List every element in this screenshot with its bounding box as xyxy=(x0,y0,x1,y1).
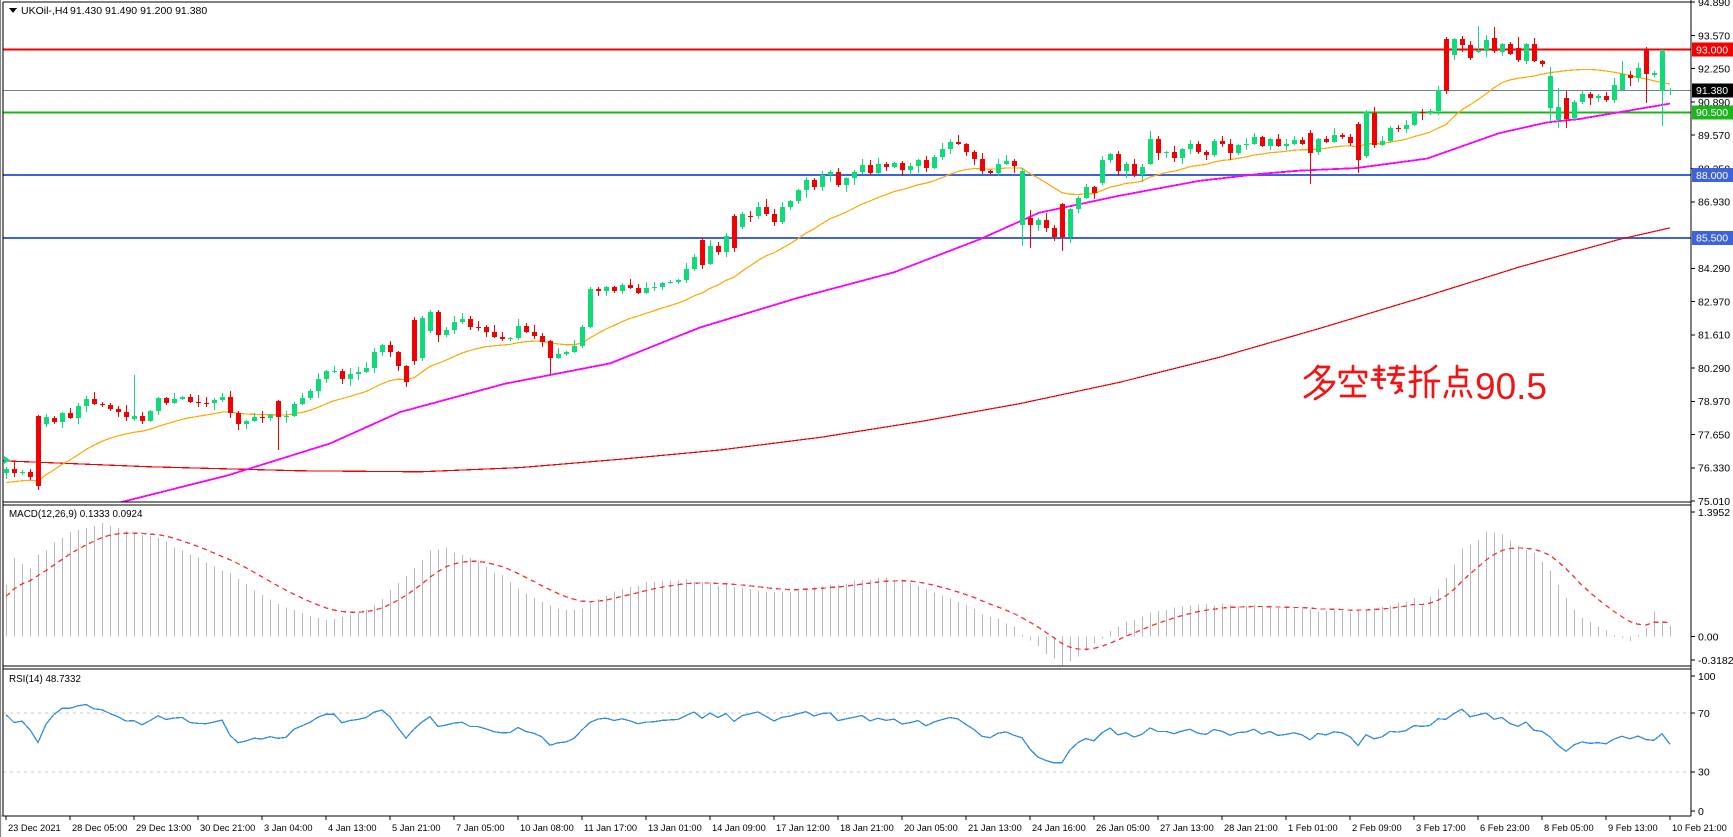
svg-text:86.930: 86.930 xyxy=(1698,197,1730,209)
svg-text:2 Feb 09:00: 2 Feb 09:00 xyxy=(1352,823,1402,833)
svg-text:82.970: 82.970 xyxy=(1698,296,1730,308)
svg-text:0.00: 0.00 xyxy=(1698,631,1719,643)
svg-text:20 Jan 05:00: 20 Jan 05:00 xyxy=(904,823,958,833)
svg-text:88.000: 88.000 xyxy=(1696,170,1728,182)
svg-text:0: 0 xyxy=(1698,806,1704,818)
svg-text:MACD(12,26,9) 0.1333 0.0924: MACD(12,26,9) 0.1333 0.0924 xyxy=(9,509,143,520)
svg-text:24 Jan 16:00: 24 Jan 16:00 xyxy=(1032,823,1086,833)
svg-text:77.650: 77.650 xyxy=(1698,429,1730,441)
svg-text:100: 100 xyxy=(1698,671,1716,683)
svg-text:18 Jan 21:00: 18 Jan 21:00 xyxy=(840,823,894,833)
svg-text:81.610: 81.610 xyxy=(1698,330,1730,342)
svg-text:RSI(14) 48.7332: RSI(14) 48.7332 xyxy=(9,674,81,685)
svg-text:1.3952: 1.3952 xyxy=(1698,507,1730,519)
svg-text:85.500: 85.500 xyxy=(1696,233,1728,245)
svg-text:1 Feb 01:00: 1 Feb 01:00 xyxy=(1288,823,1338,833)
svg-text:8 Feb 05:00: 8 Feb 05:00 xyxy=(1544,823,1594,833)
svg-text:4 Jan 13:00: 4 Jan 13:00 xyxy=(328,823,377,833)
svg-text:30 Dec 21:00: 30 Dec 21:00 xyxy=(200,823,255,833)
svg-text:90.5: 90.5 xyxy=(1475,366,1547,407)
svg-text:3 Feb 17:00: 3 Feb 17:00 xyxy=(1416,823,1466,833)
svg-text:21 Jan 13:00: 21 Jan 13:00 xyxy=(968,823,1022,833)
svg-text:6 Feb 23:00: 6 Feb 23:00 xyxy=(1480,823,1530,833)
svg-text:26 Jan 05:00: 26 Jan 05:00 xyxy=(1096,823,1150,833)
svg-text:91.380: 91.380 xyxy=(1696,85,1728,97)
svg-text:93.000: 93.000 xyxy=(1696,44,1728,56)
svg-text:3 Jan 04:00: 3 Jan 04:00 xyxy=(264,823,313,833)
svg-text:70: 70 xyxy=(1698,708,1710,720)
svg-text:28 Dec 05:00: 28 Dec 05:00 xyxy=(72,823,127,833)
svg-text:93.570: 93.570 xyxy=(1698,30,1730,42)
svg-text:92.250: 92.250 xyxy=(1698,64,1730,76)
svg-text:-0.3182: -0.3182 xyxy=(1698,655,1733,667)
svg-text:17 Jan 12:00: 17 Jan 12:00 xyxy=(776,823,830,833)
svg-text:80.290: 80.290 xyxy=(1698,363,1730,375)
svg-text:75.010: 75.010 xyxy=(1698,496,1730,508)
svg-text:30: 30 xyxy=(1698,767,1710,779)
svg-text:29 Dec 13:00: 29 Dec 13:00 xyxy=(136,823,191,833)
svg-text:7 Jan 05:00: 7 Jan 05:00 xyxy=(456,823,505,833)
svg-text:89.570: 89.570 xyxy=(1698,130,1730,142)
svg-text:10 Feb 21:00: 10 Feb 21:00 xyxy=(1672,823,1727,833)
svg-text:27 Jan 13:00: 27 Jan 13:00 xyxy=(1160,823,1214,833)
svg-text:94.890: 94.890 xyxy=(1698,0,1730,9)
svg-text:9 Feb 13:00: 9 Feb 13:00 xyxy=(1608,823,1658,833)
svg-text:76.330: 76.330 xyxy=(1698,463,1730,475)
svg-text:5 Jan 21:00: 5 Jan 21:00 xyxy=(392,823,441,833)
svg-text:78.970: 78.970 xyxy=(1698,396,1730,408)
svg-text:10 Jan 08:00: 10 Jan 08:00 xyxy=(520,823,574,833)
svg-text:23 Dec 2021: 23 Dec 2021 xyxy=(8,823,61,833)
svg-text:28 Jan 21:00: 28 Jan 21:00 xyxy=(1224,823,1278,833)
svg-text:UKOil-,H4: UKOil-,H4 xyxy=(21,5,68,17)
svg-text:90.500: 90.500 xyxy=(1696,107,1728,119)
svg-text:13 Jan 01:00: 13 Jan 01:00 xyxy=(648,823,702,833)
svg-text:84.290: 84.290 xyxy=(1698,263,1730,275)
svg-text:14 Jan 09:00: 14 Jan 09:00 xyxy=(712,823,766,833)
svg-text:91.430 91.490 91.200 91.380: 91.430 91.490 91.200 91.380 xyxy=(70,5,207,17)
svg-text:11 Jan 17:00: 11 Jan 17:00 xyxy=(584,823,637,833)
